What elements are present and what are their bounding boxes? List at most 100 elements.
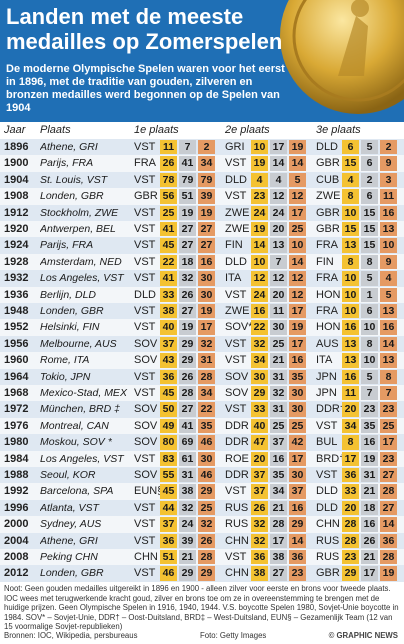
- host-city-label: Rome, ITA: [40, 354, 90, 367]
- third-place-nation: AUS: [316, 337, 339, 350]
- third-place-nation: DDR†: [316, 403, 346, 416]
- host-city-label: Moskou, SOV *: [40, 436, 112, 449]
- table-row: 1948 Londen, GBR VST 38 27 19 ZWE 16 11 17 FRA 10 6 1…: [0, 303, 404, 320]
- bronze-count-cell: 19: [198, 205, 215, 220]
- second-place-nation: VST: [225, 190, 247, 203]
- third-place-nation: GBR: [316, 223, 340, 235]
- host-city-label: Parijs, FRA: [40, 239, 94, 252]
- silver-count-cell: 32: [179, 500, 196, 516]
- year-label: 1920: [4, 223, 29, 235]
- gold-count-cell: 34: [251, 353, 268, 368]
- silver-count-cell: 69: [179, 435, 196, 450]
- gold-count-cell: 15: [342, 222, 359, 237]
- year-label: 1912: [4, 206, 29, 219]
- bronze-count-cell: 29: [198, 484, 215, 499]
- year-label: 1964: [4, 370, 29, 383]
- silver-count-cell: 41: [179, 418, 196, 434]
- silver-count-cell: 12: [270, 271, 287, 286]
- year-label: 2012: [4, 567, 29, 580]
- bronze-count-cell: 27: [198, 238, 215, 253]
- first-place-nation: VST: [134, 321, 156, 334]
- silver-count-cell: 1: [361, 287, 378, 302]
- year-label: 1996: [4, 501, 29, 514]
- silver-count-cell: 17: [361, 566, 378, 581]
- second-place-nation: RUS: [225, 518, 249, 531]
- silver-count-cell: 24: [270, 205, 287, 220]
- table-row: 1996 Atlanta, VST VST 44 32 25 RUS 26 21 16 DLD 20 1…: [0, 499, 404, 517]
- gold-count-cell: 36: [251, 550, 268, 565]
- table-row: 1936 Berlijn, DLD DLD 33 26 30 VST 24 20 12 HON 10 1…: [0, 286, 404, 303]
- silver-count-cell: 26: [179, 369, 196, 384]
- gold-count-cell: 40: [160, 320, 177, 335]
- gold-count-cell: 20: [342, 500, 359, 516]
- bronze-count-cell: 19: [380, 566, 397, 581]
- year-label: 1952: [4, 321, 29, 334]
- second-place-nation: DLD: [225, 255, 248, 268]
- bronze-count-cell: 30: [289, 402, 306, 417]
- column-header-city: Plaats: [40, 124, 71, 136]
- bronze-count-cell: 11: [380, 189, 397, 204]
- gold-count-cell: 26: [160, 156, 177, 171]
- host-city-label: Tokio, JPN: [40, 370, 91, 383]
- silver-count-cell: 13: [270, 238, 287, 253]
- gold-count-cell: 24: [251, 287, 268, 302]
- host-city-label: Mexico-Stad, MEX: [40, 387, 127, 399]
- silver-count-cell: 25: [270, 336, 287, 352]
- bronze-count-cell: 16: [289, 353, 306, 368]
- second-place-nation: CHN: [225, 567, 249, 580]
- bronze-count-cell: 25: [380, 418, 397, 434]
- host-city-label: Athene, GRI: [40, 534, 98, 547]
- host-city-label: Berlijn, DLD: [40, 288, 97, 301]
- silver-count-cell: 16: [361, 517, 378, 532]
- bronze-count-cell: 30: [289, 468, 306, 483]
- bronze-count-cell: 2: [198, 140, 215, 155]
- bronze-count-cell: 13: [380, 304, 397, 319]
- second-place-nation: VST: [225, 485, 247, 498]
- column-header-row: Jaar Plaats 1e plaats 2e plaats 3e plaat…: [0, 122, 404, 138]
- gold-count-cell: 10: [342, 304, 359, 319]
- bronze-count-cell: 17: [289, 336, 306, 352]
- gold-count-cell: 20: [251, 451, 268, 466]
- silver-count-cell: 6: [361, 189, 378, 204]
- gold-count-cell: 4: [251, 172, 268, 188]
- bronze-count-cell: 79: [198, 172, 215, 188]
- first-place-nation: DLD: [134, 288, 157, 301]
- gold-count-cell: 47: [251, 435, 268, 450]
- year-label: 1904: [4, 173, 29, 186]
- gold-count-cell: 34: [342, 418, 359, 434]
- table-row: 2004 Athene, GRI VST 36 39 26 CHN 32 17 14 RUS 28 26…: [0, 532, 404, 549]
- bronze-count-cell: 17: [289, 205, 306, 220]
- second-place-nation: DDR: [225, 436, 249, 449]
- bronze-count-cell: 23: [289, 566, 306, 581]
- bronze-count-cell: 17: [198, 320, 215, 335]
- gold-count-cell: 24: [251, 205, 268, 220]
- gold-count-cell: 28: [342, 533, 359, 548]
- gold-count-cell: 37: [251, 468, 268, 483]
- first-place-nation: VST: [134, 370, 156, 383]
- silver-count-cell: 6: [361, 156, 378, 171]
- bronze-count-cell: 10: [380, 238, 397, 253]
- year-label: 1932: [4, 272, 29, 285]
- silver-count-cell: 32: [179, 271, 196, 286]
- gold-count-cell: 32: [251, 517, 268, 532]
- second-place-nation: SOV: [225, 387, 249, 399]
- silver-count-cell: 20: [270, 287, 287, 302]
- column-header-third: 3e plaats: [316, 124, 361, 136]
- third-place-nation: HON: [316, 288, 341, 301]
- bronze-count-cell: 22: [198, 402, 215, 417]
- gold-count-cell: 55: [160, 468, 177, 483]
- year-label: 2000: [4, 518, 29, 531]
- header-panel: Landen met de meeste medailles op Zomers…: [0, 0, 404, 122]
- third-place-nation: CHN: [316, 518, 340, 531]
- second-place-nation: SOV: [225, 370, 249, 383]
- gold-count-cell: 46: [160, 566, 177, 581]
- gold-count-cell: 80: [160, 435, 177, 450]
- gold-count-cell: 13: [342, 336, 359, 352]
- table-row: 2012 Londen, GBR VST 46 29 29 CHN 38 27 23 GBR 29 17…: [0, 565, 404, 582]
- table-row: 1912 Stockholm, ZWE VST 25 19 19 ZWE 24 24 17 GBR 1…: [0, 204, 404, 221]
- gold-count-cell: 14: [251, 238, 268, 253]
- year-label: 2004: [4, 534, 29, 547]
- gold-count-cell: 30: [251, 369, 268, 384]
- first-place-nation: SOV: [134, 436, 158, 449]
- bronze-count-cell: 5: [289, 172, 306, 188]
